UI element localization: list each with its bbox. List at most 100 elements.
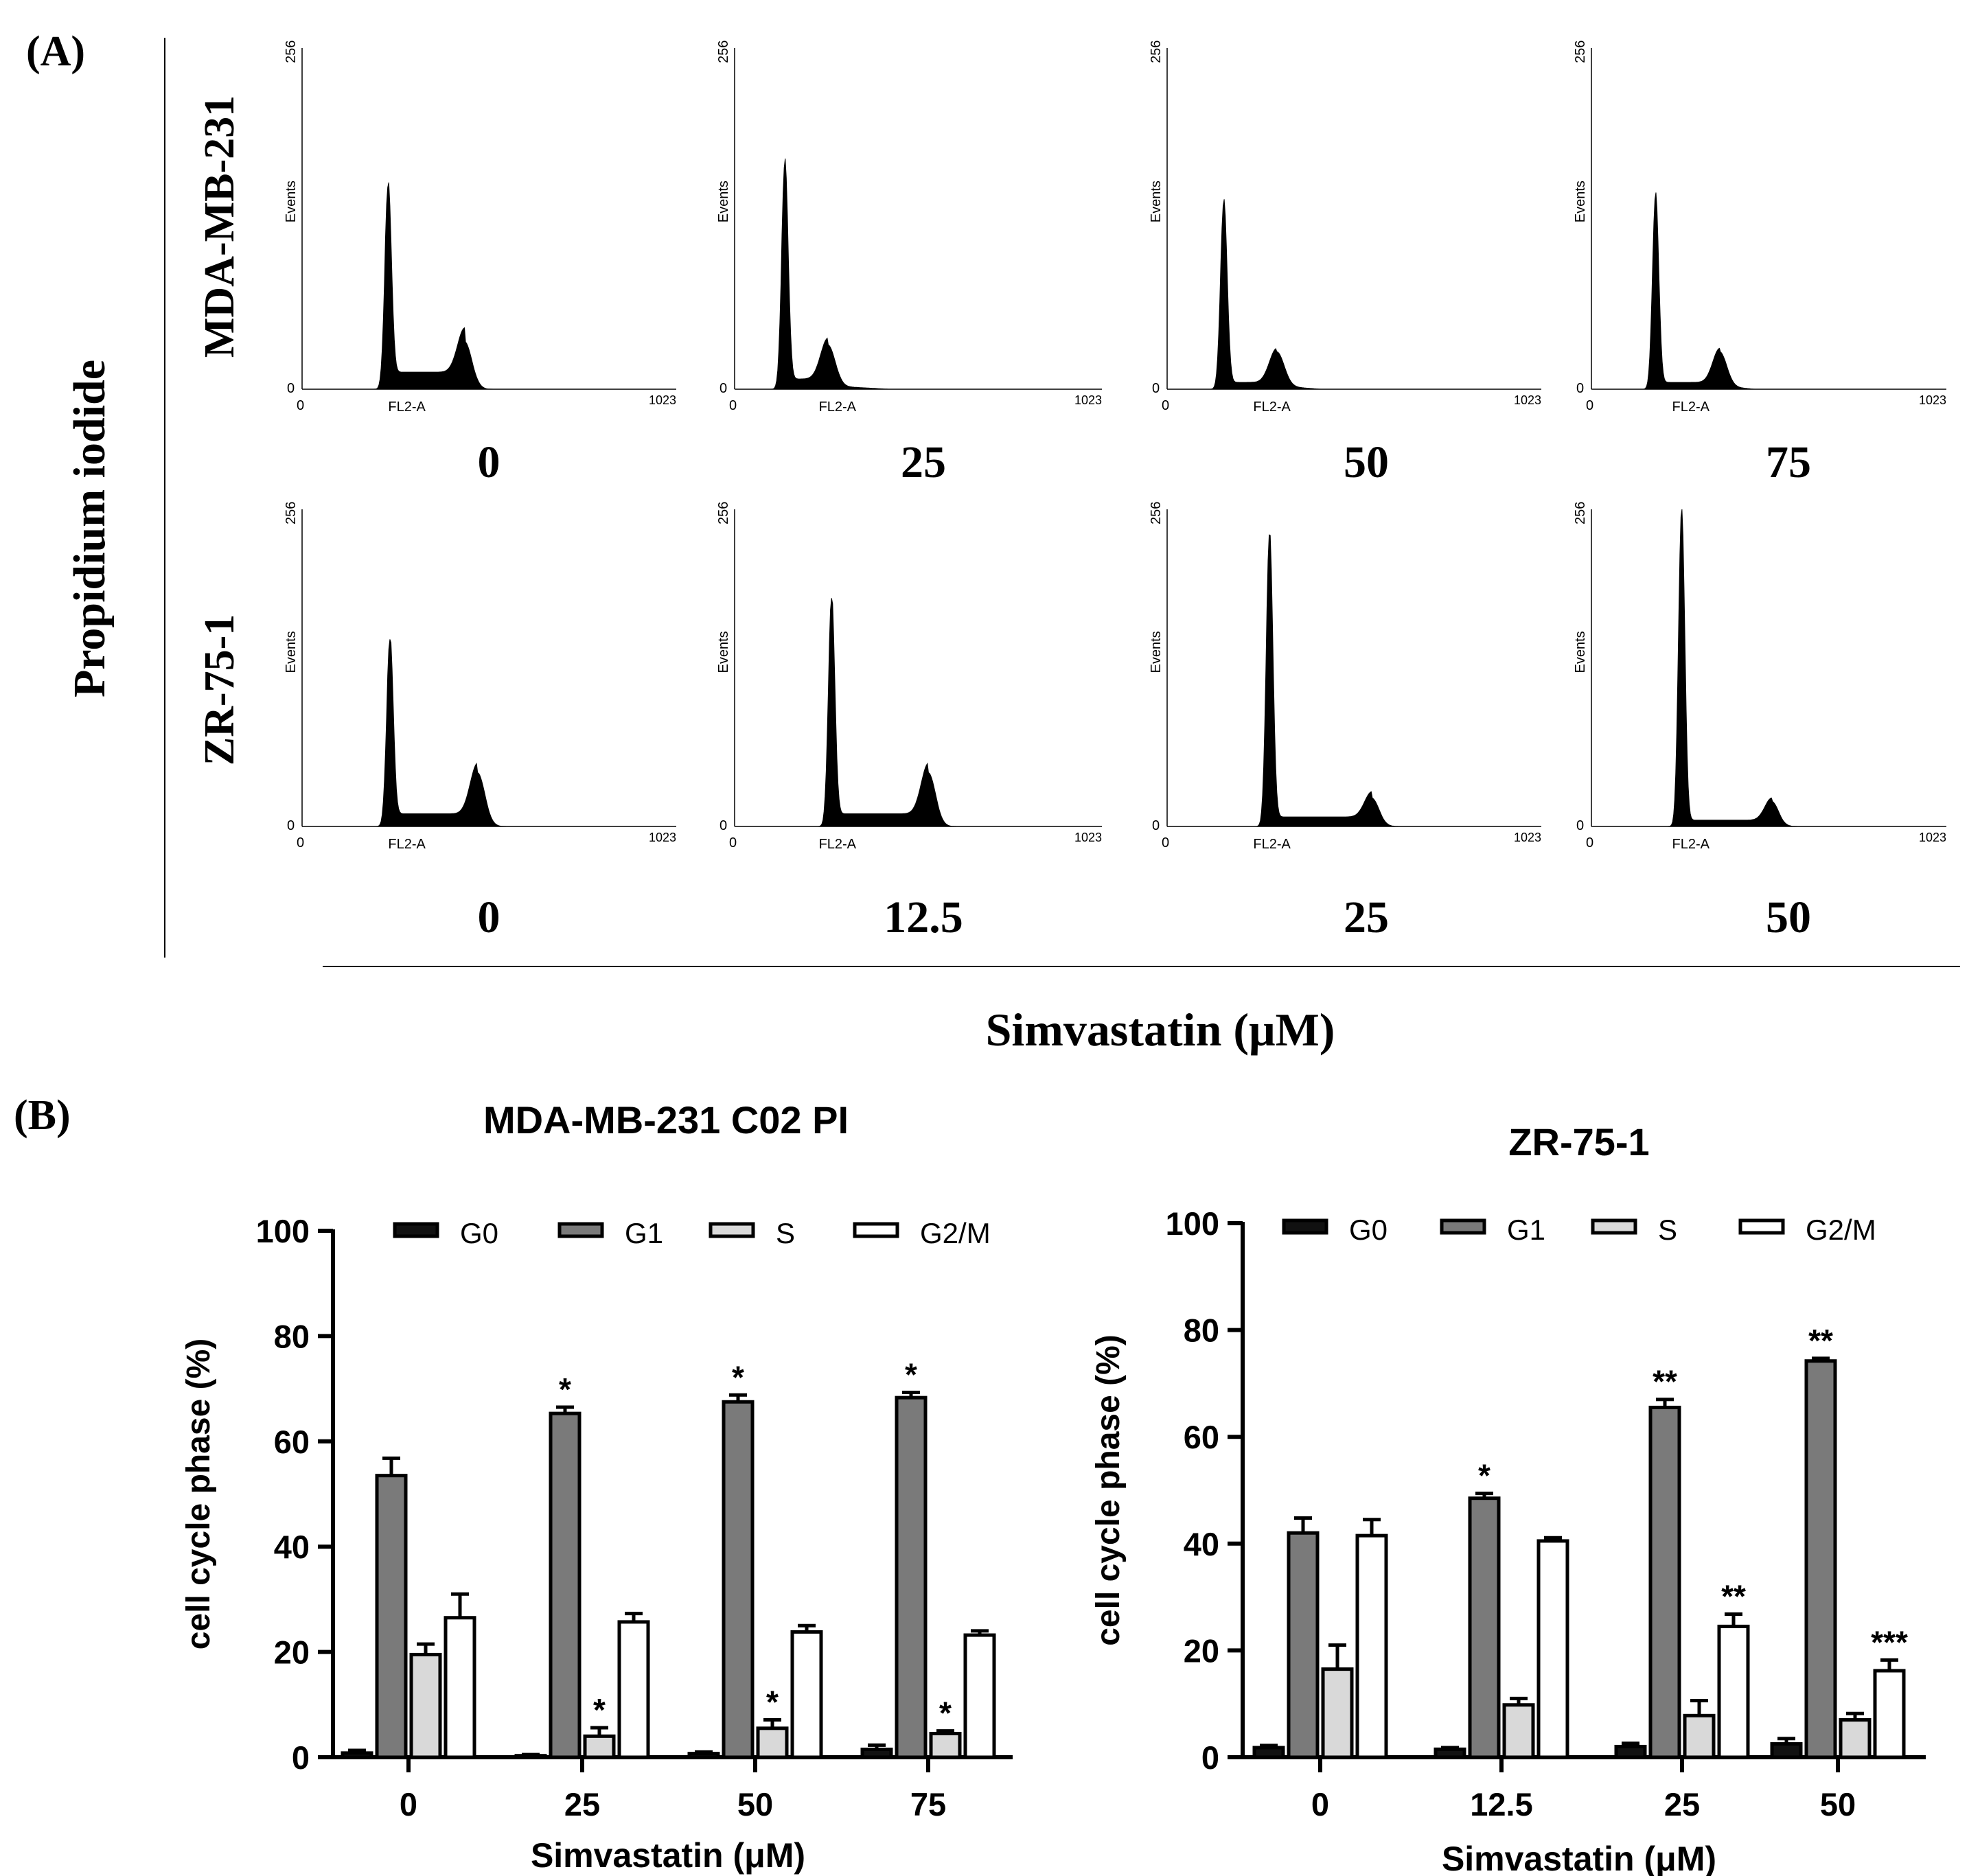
dose-label: 50 <box>1344 437 1389 487</box>
legend-swatch-g0 <box>1282 1218 1328 1235</box>
bar-g2m-2 <box>1717 1624 1750 1759</box>
histogram-x-min-label: 0 <box>1586 398 1593 413</box>
panel-a-y-title: Propidium iodide <box>65 360 115 697</box>
histogram-distribution <box>1591 509 1946 827</box>
bar-g2m-3 <box>1873 1669 1906 1759</box>
legend-label: G2/M <box>1806 1214 1876 1246</box>
chart-title: ZR-75-1 <box>1508 1120 1649 1163</box>
legend-swatch-g1 <box>1440 1218 1486 1235</box>
chart-x-tick-label: 0 <box>400 1786 417 1822</box>
histogram-r0-c2: 256 Events 00 FL2-A 1023 50 <box>1149 40 1541 487</box>
bar-g2m-1 <box>1536 1539 1569 1759</box>
histogram-distribution <box>1591 192 1946 390</box>
chart-y-tick-label: 40 <box>1184 1526 1219 1562</box>
histogram-y-min-label: 0 <box>720 818 727 833</box>
bar-g0-1 <box>1434 1747 1466 1759</box>
chart-y-tick-label: 20 <box>1184 1632 1219 1669</box>
bar-g1-0 <box>1287 1531 1320 1759</box>
bar-chart-zr-75-1: ZR-75-1 0 20 40 60 80 100 cell cycle phase (%) 0… <box>1090 1120 1926 1876</box>
histogram-x-min-label: 0 <box>1162 398 1169 413</box>
histogram-x-max-label: 1023 <box>1074 393 1102 407</box>
chart-y-tick-label: 60 <box>1184 1419 1219 1455</box>
dose-label: 12.5 <box>884 892 963 942</box>
bar-s-3 <box>1839 1718 1872 1759</box>
legend-swatch-s <box>1591 1218 1637 1235</box>
chart-x-tick-label: 75 <box>910 1786 946 1822</box>
histogram-y-axis-label: Events <box>716 181 731 222</box>
row-0-cell-line: MDA-MB-231 <box>196 95 243 358</box>
legend-swatch-g1 <box>557 1222 604 1238</box>
histogram-x-max-label: 1023 <box>649 393 676 407</box>
histogram-y-min-label: 0 <box>1152 381 1160 396</box>
histogram-x-axis-label: FL2-A <box>819 399 857 415</box>
chart-y-tick-label: 0 <box>1201 1739 1219 1776</box>
histogram-x-min-label: 0 <box>729 398 737 413</box>
bar-chart-mda-mb-231: MDA-MB-231 C02 PI 0 20 40 60 80 100 cell cycle … <box>181 1098 1013 1875</box>
histogram-distribution <box>302 639 676 827</box>
histogram-y-min-label: 0 <box>287 818 295 833</box>
histogram-r1-c2: 256 Events 00 FL2-A 1023 25 <box>1149 502 1541 942</box>
significance-mark: *** <box>1871 1624 1908 1660</box>
legend-label: S <box>1658 1214 1677 1246</box>
histogram-y-axis-label: Events <box>1573 631 1588 673</box>
bar-s-0 <box>1321 1667 1354 1759</box>
bar-g0-0 <box>341 1751 373 1759</box>
histogram-distribution <box>1167 534 1541 827</box>
bar-g2m-0 <box>1355 1533 1388 1759</box>
histogram-x-min-label: 0 <box>1586 835 1593 850</box>
histogram-y-min-label: 0 <box>1576 381 1584 396</box>
histogram-x-min-label: 0 <box>297 398 304 413</box>
histogram-x-max-label: 1023 <box>1514 831 1541 844</box>
panel-a-x-title: Simvastatin (μM) <box>986 1004 1335 1056</box>
bar-s-3 <box>929 1731 962 1759</box>
chart-y-tick-label: 80 <box>1184 1312 1219 1349</box>
chart-x-title: Simvastatin (μM) <box>531 1836 805 1875</box>
bar-g1-0 <box>375 1474 408 1759</box>
histogram-y-max-label: 256 <box>1149 40 1164 63</box>
histogram-x-axis-label: FL2-A <box>388 399 426 415</box>
dose-label: 50 <box>1766 892 1811 942</box>
chart-y-tick-label: 80 <box>274 1318 310 1354</box>
histogram-y-max-label: 256 <box>716 502 731 524</box>
bar-s-1 <box>583 1734 616 1759</box>
bar-g2m-2 <box>790 1630 823 1759</box>
histogram-distribution <box>735 598 1102 827</box>
significance-mark: ** <box>1808 1323 1833 1358</box>
bar-g0-2 <box>1614 1744 1647 1759</box>
histogram-x-axis-label: FL2-A <box>1253 399 1291 415</box>
histogram-x-max-label: 1023 <box>1514 393 1541 407</box>
bar-s-0 <box>409 1652 442 1759</box>
bar-g1-1 <box>1468 1496 1501 1759</box>
histogram-x-min-label: 0 <box>297 835 304 850</box>
chart-y-tick-label: 40 <box>274 1529 310 1565</box>
histogram-y-max-label: 256 <box>1573 502 1588 524</box>
histogram-y-min-label: 0 <box>720 381 727 396</box>
histogram-x-min-label: 0 <box>729 835 737 850</box>
histogram-x-axis-label: FL2-A <box>1672 837 1710 852</box>
dose-label: 75 <box>1766 437 1811 487</box>
significance-mark: ** <box>1721 1578 1746 1614</box>
significance-mark: * <box>1478 1458 1490 1494</box>
legend-swatch-g2m <box>853 1222 899 1238</box>
histogram-distribution <box>302 182 676 390</box>
legend-swatch-g2m <box>1738 1218 1785 1235</box>
significance-mark: * <box>732 1359 744 1395</box>
chart-x-tick-label: 25 <box>1664 1786 1700 1822</box>
bar-g0-3 <box>1770 1742 1803 1759</box>
histogram-x-max-label: 1023 <box>649 831 676 844</box>
histogram-x-axis-label: FL2-A <box>819 837 857 852</box>
histogram-y-axis-label: Events <box>1573 181 1588 222</box>
dose-label: 0 <box>478 437 500 487</box>
dose-label: 0 <box>478 892 500 942</box>
bar-g1-3 <box>1804 1359 1837 1759</box>
dose-label: 25 <box>901 437 946 487</box>
histogram-x-axis-label: FL2-A <box>1253 837 1291 852</box>
significance-mark: ** <box>1653 1364 1677 1400</box>
bar-g1-1 <box>549 1411 582 1759</box>
chart-x-tick-label: 50 <box>1820 1786 1856 1822</box>
legend-swatch-s <box>709 1222 755 1238</box>
histogram-y-max-label: 256 <box>284 502 299 524</box>
bar-g0-1 <box>514 1754 547 1759</box>
